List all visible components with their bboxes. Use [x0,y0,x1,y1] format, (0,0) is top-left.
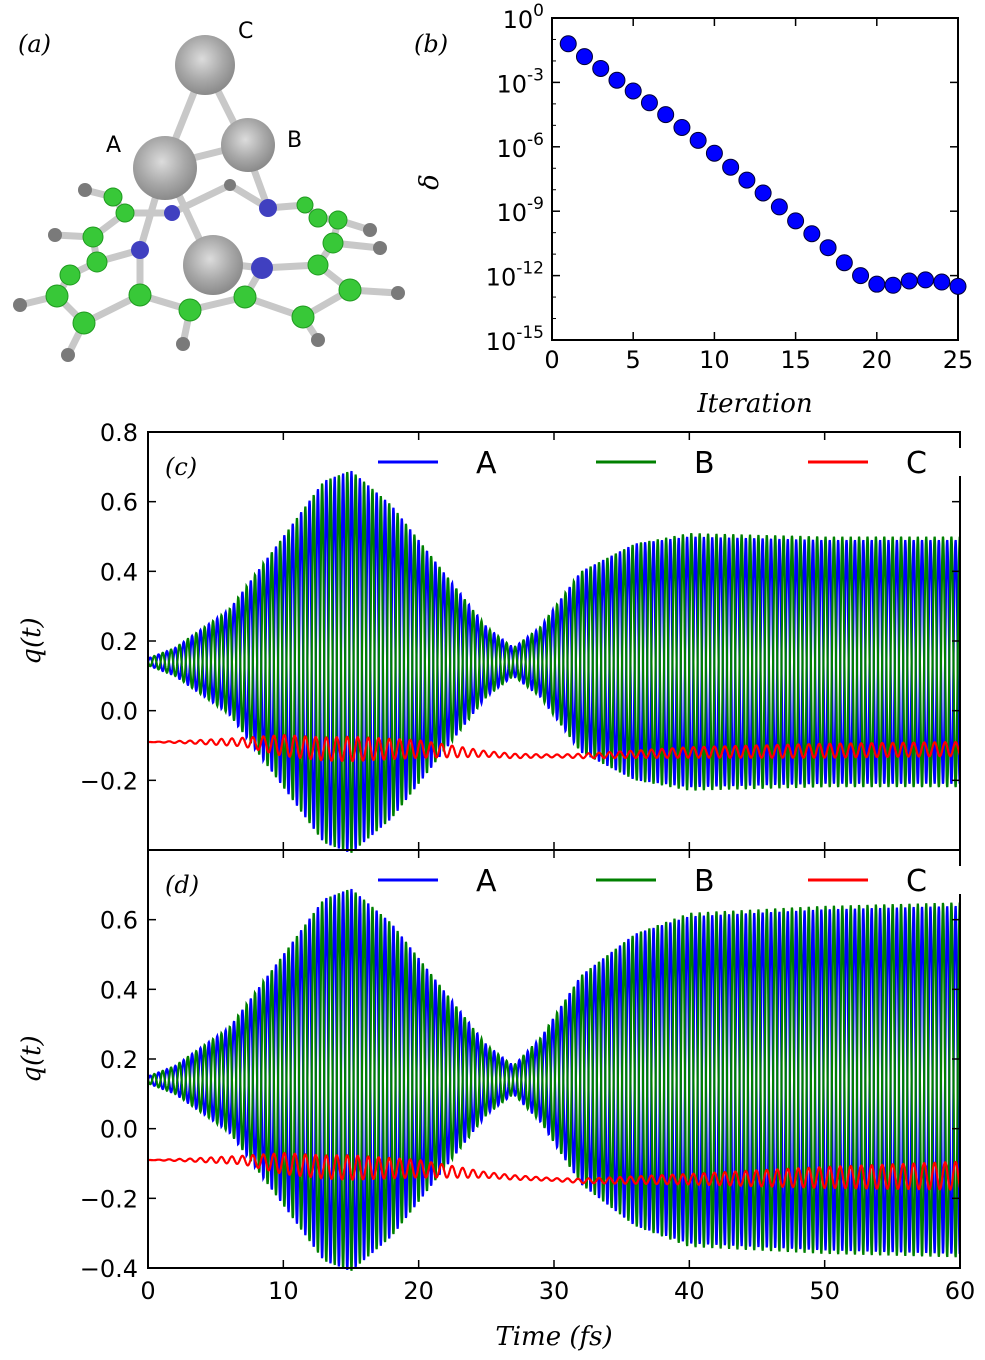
panel-c-y-tick-label: 0.6 [100,489,138,517]
atom-label-b: B [287,128,302,153]
panel-b-data-point [658,107,674,123]
panel-b-points [560,36,966,295]
panel-b-data-point [690,132,706,148]
panel-b-data-point [739,172,755,188]
panel-b-y-tick-exponent: -3 [527,65,544,85]
panel-b-y-tick-exponent: -6 [527,130,544,150]
panel-b-y-axis-label: δ [415,174,445,190]
panel-c-y-tick-label: 0.2 [100,628,138,656]
panel-b-data-point [869,276,885,292]
molecule-illustration: (a) [13,19,405,362]
atom-label-c: C [238,19,253,44]
panel-d-x-axis-label: Time (fs) [495,1322,612,1352]
panel-d-y-tick-label: 0.2 [100,1046,138,1074]
panel-b-y-tick-label: 10-15 [486,323,544,356]
charge-dynamics-chart-d: (d) q(t) Time (fs) 0 10 20 30 40 50 60 0.6 0.4 0.… [17,850,975,1352]
panel-d-legend-label-b: B [694,864,715,899]
panel-b-y-tick-exponent: 0 [533,1,544,21]
panel-b-y-tick-label: 10-6 [497,130,545,163]
panel-c-lines [148,471,960,853]
panel-a-label: (a) [18,30,51,58]
panel-b-axes: 0 5 10 15 20 25 100 10-3 10-6 10-9 10-12 10-15 [486,1,974,374]
panel-b-y-tick-label: 10-3 [497,65,545,98]
panel-c-y-tick-label: 0.8 [100,419,138,447]
panel-d-legend: A B C [374,864,966,899]
panel-b-data-point [804,226,820,242]
panel-d-x-tick-label: 40 [674,1277,705,1305]
panel-c-y-axis-label: q(t) [17,617,47,664]
panel-c-legend-label-a: A [476,446,497,481]
panel-d-x-tick-label: 10 [268,1277,299,1305]
panel-b-data-point [625,83,641,99]
panel-d-x-tick-label: 20 [403,1277,434,1305]
panel-d-x-tick-label: 0 [140,1277,155,1305]
panel-d-label: (d) [165,871,199,899]
panel-c-y-tick-label: 0.0 [100,698,138,726]
metal-atom-b [221,118,275,172]
panel-b-data-point [674,119,690,135]
panel-b-x-tick-label: 10 [699,346,730,374]
panel-b-y-tick-exponent: -15 [516,323,544,343]
panel-b-data-point [723,159,739,175]
panel-b-data-point [820,240,836,256]
panel-b-data-point [950,278,966,294]
panel-c-y-tick-label: −0.2 [80,767,138,795]
panel-b-data-point [788,213,804,229]
panel-b-data-point [560,36,576,52]
panel-b-data-point [885,277,901,293]
panel-c-legend-label-b: B [694,446,715,481]
panel-b-x-tick-label: 20 [862,346,893,374]
panel-c-series-b [148,472,960,853]
panel-b-data-point [771,199,787,215]
panel-d-y-tick-label: −0.2 [80,1185,138,1213]
panel-d-lines [148,889,960,1271]
panel-b-data-point [706,145,722,161]
panel-b-x-tick-label: 0 [544,346,559,374]
panel-b-x-tick-label: 15 [780,346,811,374]
panel-c-legend: A B C [374,446,966,481]
panel-c-label: (c) [165,453,197,481]
panel-b-label: (b) [414,30,448,58]
panel-b-y-tick-label: 10-9 [497,194,545,227]
panel-b-y-tick-label: 10-12 [486,259,544,292]
panel-b-data-point [918,272,934,288]
panel-d-y-tick-label: 0.0 [100,1116,138,1144]
panel-c-y-tick-label: 0.4 [100,558,138,586]
panel-b-data-point [755,185,771,201]
metal-atom-c [175,35,235,95]
panel-b-data-point [836,255,852,271]
panel-b-x-tick-label: 5 [626,346,641,374]
panel-d-legend-label-a: A [476,864,497,899]
panel-d-y-tick-label: 0.4 [100,976,138,1004]
metal-atoms [133,35,275,295]
panel-b-data-point [901,273,917,289]
panel-b-data-point [641,95,657,111]
metal-atom-a [133,136,197,200]
panel-d-x-tick-label: 30 [539,1277,570,1305]
atom-label-a: A [106,133,121,158]
convergence-chart: (b) δ Iteration 0 5 10 15 20 25 100 10-3 10-6 10-… [414,1,973,419]
panel-d-x-tick-label: 60 [945,1277,976,1305]
panel-b-data-point [576,49,592,65]
panel-b-data-point [934,274,950,290]
panel-c-legend-label-c: C [906,446,927,481]
panel-d-x-tick-label: 50 [809,1277,840,1305]
panel-d-y-tick-label: 0.6 [100,907,138,935]
panel-d-y-axis-label: q(t) [17,1035,47,1082]
panel-b-y-tick-exponent: -12 [516,259,544,279]
metal-atom-bottom [183,235,243,295]
panel-d-y-tick-label: −0.4 [80,1255,138,1283]
panel-b-data-point [593,60,609,76]
panel-b-y-tick-exponent: -9 [527,194,544,214]
panel-b-x-axis-label: Iteration [696,389,812,419]
bond-network [20,65,398,355]
panel-b-x-tick-label: 25 [943,346,974,374]
charge-dynamics-chart-c: (c) q(t) 0.8 0.6 0.4 0.2 0.0 −0.2 A B C [17,419,966,853]
panel-b-data-point [609,72,625,88]
panel-b-data-point [853,268,869,284]
panel-b-y-tick-label: 100 [503,1,544,34]
panel-d-legend-label-c: C [906,864,927,899]
